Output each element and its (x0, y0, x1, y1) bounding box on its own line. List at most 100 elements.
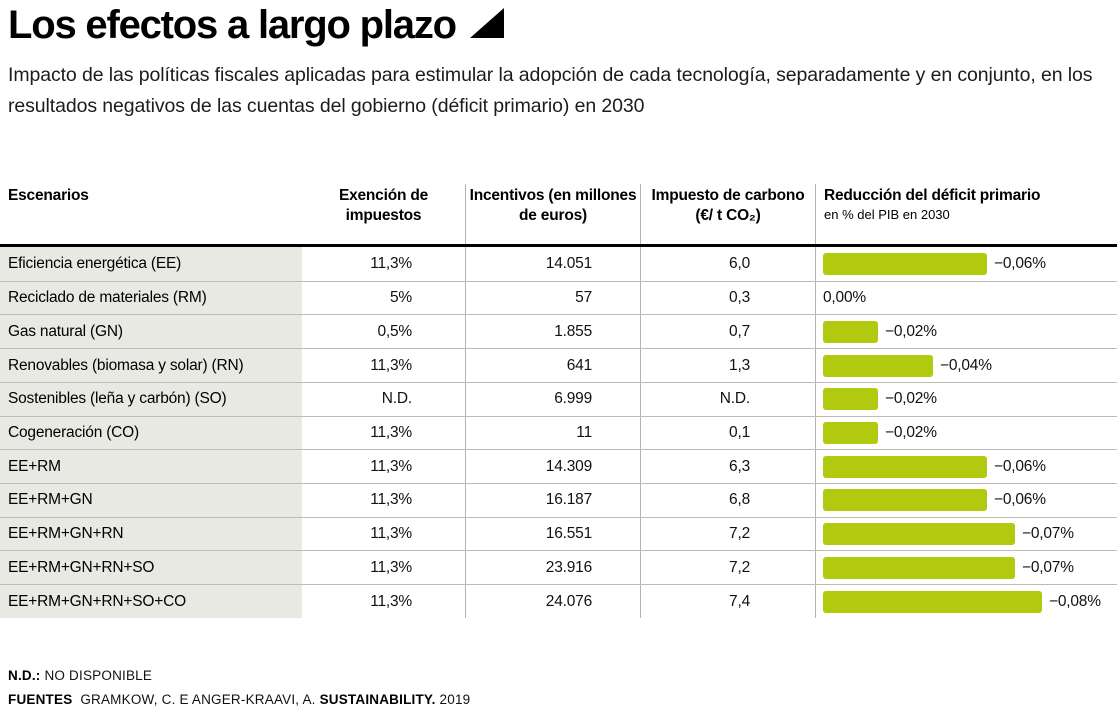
carbon-tax-cell: 1,3 (640, 349, 815, 382)
tax-exemption-cell: 11,3% (370, 457, 412, 475)
scenario-cell: Eficiencia energética (EE) (0, 247, 302, 281)
incentives-cell: 16.551 (465, 517, 640, 551)
reduction-cell: −0,06% (815, 450, 1117, 484)
scenario-cell: EE+RM+GN+RN (0, 517, 302, 551)
footnote-nd: N.D.: NO DISPONIBLE (8, 664, 1117, 688)
incentives-cell: 641 (465, 349, 640, 382)
sources-authors: GRAMKOW, C. E ANGER-KRAAVI, A. (80, 691, 316, 707)
table-row: EE+RM+GN 11,3% 16.187 6,8 −0,06% (0, 483, 1117, 517)
reduction-value-label: −0,02% (885, 322, 937, 340)
reduction-bar (823, 421, 878, 444)
incentives-cell: 14.051 (465, 247, 640, 281)
reduction-bar (823, 556, 1015, 579)
reduction-bar (823, 523, 1015, 546)
incentives-cell: 16.187 (465, 484, 640, 517)
column-header-reduction: Reducción del déficit primario en % del … (815, 184, 1117, 244)
page-title-text: Los efectos a largo plazo (8, 3, 457, 47)
tax-exemption-cell: 11,3% (370, 491, 412, 509)
reduction-cell: 0,00% (815, 281, 1117, 315)
table-row: Sostenibles (leña y carbón) (SO) N.D. 6.… (0, 381, 1117, 416)
carbon-tax-cell: 0,1 (640, 416, 815, 450)
carbon-tax-cell: 7,2 (640, 517, 815, 551)
reduction-value-label: −0,02% (885, 423, 937, 441)
scenario-cell: Renovables (biomasa y solar) (RN) (0, 349, 302, 382)
tax-exemption-cell: 11,3% (370, 423, 412, 441)
table-row: Gas natural (GN) 0,5% 1.855 0,7 −0,02% (0, 314, 1117, 349)
sources-year: 2019 (439, 691, 471, 707)
tax-exemption-cell: 11,3% (370, 525, 412, 543)
incentives-cell: 57 (465, 281, 640, 315)
scenario-cell: Cogeneración (CO) (0, 416, 302, 450)
incentives-cell: 1.855 (465, 315, 640, 349)
sources-label: FUENTES (8, 691, 73, 707)
reduction-cell: −0,08% (815, 585, 1117, 618)
footnote-nd-label: N.D.: (8, 667, 41, 683)
scenario-cell: EE+RM (0, 450, 302, 484)
reduction-cell: −0,02% (815, 315, 1117, 349)
scenario-cell: Reciclado de materiales (RM) (0, 281, 302, 315)
footnotes: N.D.: NO DISPONIBLE FUENTES GRAMKOW, C. … (8, 664, 1117, 712)
reduction-cell: −0,06% (815, 247, 1117, 281)
page-title: Los efectos a largo plazo (8, 2, 1117, 48)
table-row: EE+RM+GN+RN+SO 11,3% 23.916 7,2 −0,07% (0, 550, 1117, 585)
reduction-value-label: −0,07% (1022, 558, 1074, 576)
incentives-cell: 11 (465, 416, 640, 450)
reduction-cell: −0,06% (815, 484, 1117, 517)
carbon-tax-cell: N.D. (640, 382, 815, 416)
table-row: EE+RM+GN+RN+SO+CO 11,3% 24.076 7,4 −0,08… (0, 584, 1117, 618)
reduction-cell: −0,07% (815, 551, 1117, 585)
reduction-value-label: −0,04% (940, 356, 992, 374)
reduction-cell: −0,04% (815, 349, 1117, 382)
incentives-cell: 24.076 (465, 585, 640, 618)
tax-exemption-cell: 11,3% (370, 356, 412, 374)
reduction-bar (823, 354, 933, 377)
tax-exemption-cell: 11,3% (370, 254, 412, 272)
reduction-value-label: −0,08% (1049, 592, 1101, 610)
column-header-incentives: Incentivos (en millones de euros) (465, 184, 640, 244)
scenario-cell: Sostenibles (leña y carbón) (SO) (0, 382, 302, 416)
scenario-cell: EE+RM+GN+RN+SO+CO (0, 585, 302, 618)
column-header-reduction-subtitle: en % del PIB en 2030 (824, 207, 950, 222)
data-table: Escenarios Exención de impuestos Incenti… (0, 184, 1117, 618)
reduction-cell: −0,02% (815, 382, 1117, 416)
tax-exemption-cell: 5% (389, 289, 412, 307)
reduction-value-label: −0,07% (1022, 525, 1074, 543)
page-subtitle: Impacto de las políticas fiscales aplica… (8, 64, 1093, 117)
reduction-bar (823, 252, 987, 275)
reduction-bar (823, 455, 987, 478)
carbon-tax-cell: 7,4 (640, 585, 815, 618)
reduction-bar (823, 489, 987, 512)
reduction-value-label: −0,06% (994, 491, 1046, 509)
table-row: EE+RM+GN+RN 11,3% 16.551 7,2 −0,07% (0, 516, 1117, 551)
footnote-sources: FUENTES GRAMKOW, C. E ANGER-KRAAVI, A. S… (8, 688, 1117, 712)
reduction-value-label: −0,02% (885, 390, 937, 408)
column-header-carbon-tax: Impuesto de carbono (€/ t CO₂) (640, 184, 815, 244)
trend-triangle-icon (469, 2, 504, 48)
incentives-cell: 6.999 (465, 382, 640, 416)
carbon-tax-cell: 6,0 (640, 247, 815, 281)
footnote-nd-text: NO DISPONIBLE (44, 667, 153, 683)
reduction-bar (823, 590, 1042, 613)
carbon-tax-cell: 0,3 (640, 281, 815, 315)
tax-exemption-cell: N.D. (381, 390, 412, 408)
carbon-tax-cell: 6,8 (640, 484, 815, 517)
tax-exemption-cell: 0,5% (377, 322, 412, 340)
carbon-tax-cell: 6,3 (640, 450, 815, 484)
table-row: EE+RM 11,3% 14.309 6,3 −0,06% (0, 449, 1117, 484)
scenario-cell: EE+RM+GN (0, 484, 302, 517)
reduction-value-label: −0,06% (994, 254, 1046, 272)
table-header-row: Escenarios Exención de impuestos Incenti… (0, 184, 1117, 247)
reduction-bar (823, 388, 878, 411)
incentives-cell: 23.916 (465, 551, 640, 585)
table-row: Cogeneración (CO) 11,3% 11 0,1 −0,02% (0, 415, 1117, 450)
table-row: Reciclado de materiales (RM) 5% 57 0,3 0… (0, 280, 1117, 315)
tax-exemption-cell: 11,3% (370, 592, 412, 610)
carbon-tax-cell: 0,7 (640, 315, 815, 349)
table-body: Eficiencia energética (EE) 11,3% 14.051 … (0, 247, 1117, 618)
reduction-value-label: 0,00% (823, 289, 866, 307)
column-header-reduction-title: Reducción del déficit primario (824, 187, 1041, 204)
tax-exemption-cell: 11,3% (370, 558, 412, 576)
sources-journal: SUSTAINABILITY. (319, 691, 436, 707)
scenario-cell: Gas natural (GN) (0, 315, 302, 349)
